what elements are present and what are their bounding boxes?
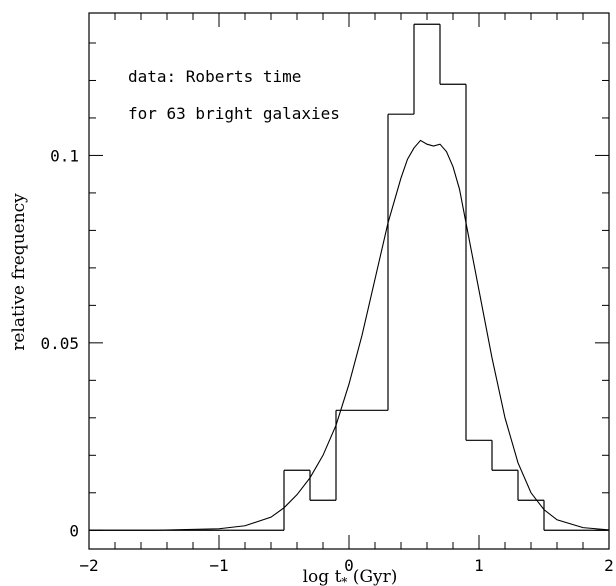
y-tick-label: 0: [69, 521, 79, 540]
y-tick-label: 0.05: [40, 334, 79, 353]
y-tick-label: 0.1: [50, 146, 79, 165]
series-group: [89, 23, 610, 531]
model-curve: [89, 139, 610, 531]
x-tick-label: −1: [209, 556, 228, 575]
histogram-series: [89, 23, 609, 531]
y-axis-label: relative frequency: [9, 193, 29, 351]
tick-labels: −2 −1 0 1 2 0 0.05 0.1: [40, 146, 613, 575]
x-tick-label: −2: [79, 556, 98, 575]
plot-border: [88, 12, 610, 550]
axis-ticks: [88, 13, 610, 549]
annotation-line-1: data: Roberts time: [128, 67, 301, 86]
x-tick-label: 0: [344, 556, 354, 575]
x-tick-label: 1: [474, 556, 484, 575]
x-axis-label: log t* (Gyr): [303, 567, 398, 586]
annotation-line-2: for 63 bright galaxies: [128, 104, 340, 123]
plot-frame: [88, 12, 610, 550]
x-tick-label: 2: [604, 556, 614, 575]
